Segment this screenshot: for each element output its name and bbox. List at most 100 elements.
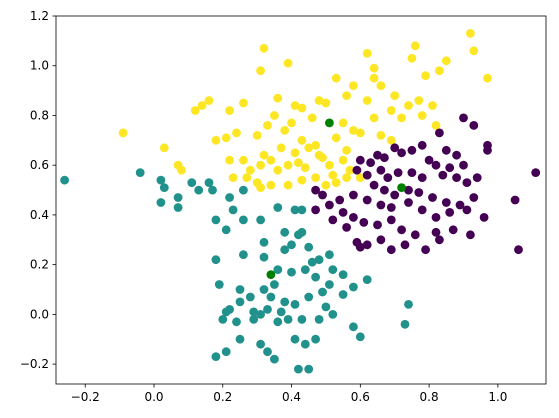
scatter-point bbox=[380, 185, 389, 195]
scatter-point bbox=[452, 150, 461, 160]
scatter-point bbox=[259, 43, 269, 53]
scatter-point bbox=[159, 183, 169, 193]
scatter-point bbox=[462, 205, 472, 215]
scatter-point bbox=[156, 198, 166, 207]
x-tick-label: 0.4 bbox=[282, 390, 301, 404]
scatter-point bbox=[273, 265, 283, 274]
scatter-point bbox=[252, 131, 262, 140]
scatter-point bbox=[290, 300, 300, 309]
scatter-point bbox=[407, 53, 417, 63]
scatter-point bbox=[355, 155, 365, 165]
scatter-point bbox=[335, 195, 345, 205]
scatter-point bbox=[342, 145, 351, 155]
scatter-point bbox=[239, 250, 248, 260]
scatter-point bbox=[242, 173, 252, 183]
scatter-point bbox=[531, 168, 541, 178]
scatter-point bbox=[345, 165, 355, 175]
x-tick-label: 0.8 bbox=[420, 390, 439, 404]
scatter-point bbox=[373, 220, 382, 230]
scatter-point bbox=[328, 170, 338, 180]
scatter-point bbox=[325, 250, 334, 260]
scatter-point bbox=[452, 173, 461, 183]
scatter-point bbox=[362, 96, 372, 105]
scatter-point bbox=[435, 128, 444, 138]
scatter-point bbox=[342, 223, 351, 232]
scatter-point bbox=[390, 91, 400, 100]
scatter-point bbox=[197, 101, 207, 110]
scatter-point bbox=[228, 173, 238, 183]
scatter-point bbox=[259, 150, 269, 160]
scatter-point bbox=[118, 128, 128, 138]
series-0 bbox=[118, 29, 492, 193]
scatter-point bbox=[349, 282, 358, 292]
scatter-point bbox=[376, 81, 386, 90]
scatter-point bbox=[187, 178, 197, 188]
scatter-point bbox=[235, 285, 245, 294]
scatter-point bbox=[300, 339, 310, 349]
y-tick-label: 0.2 bbox=[30, 258, 49, 272]
scatter-point bbox=[455, 200, 465, 210]
scatter-point bbox=[300, 163, 310, 173]
y-tick-label: 0.8 bbox=[30, 108, 49, 122]
scatter-point bbox=[297, 205, 307, 215]
scatter-point bbox=[211, 215, 221, 225]
scatter-point bbox=[211, 255, 221, 265]
scatter-point bbox=[366, 158, 375, 168]
scatter-point bbox=[218, 315, 228, 324]
scatter-point bbox=[297, 227, 307, 237]
scatter-point bbox=[369, 73, 379, 83]
scatter-point bbox=[338, 270, 348, 279]
scatter-point bbox=[314, 96, 324, 105]
scatter-point bbox=[321, 302, 331, 312]
scatter-point bbox=[280, 297, 290, 307]
scatter-point bbox=[300, 265, 310, 274]
scatter-point bbox=[338, 118, 348, 128]
scatter-point bbox=[510, 195, 520, 205]
scatter-point bbox=[259, 237, 269, 247]
scatter-point bbox=[177, 165, 186, 175]
scatter-point bbox=[386, 215, 396, 225]
scatter-point bbox=[328, 265, 338, 274]
scatter-point bbox=[393, 168, 403, 178]
scatter-point bbox=[469, 121, 479, 130]
scatter-point bbox=[232, 128, 241, 138]
scatter-point bbox=[362, 240, 372, 250]
scatter-point bbox=[221, 133, 231, 143]
scatter-point bbox=[331, 73, 341, 83]
scatter-point bbox=[239, 185, 248, 195]
scatter-point bbox=[483, 73, 492, 83]
scatter-point bbox=[276, 307, 286, 317]
scatter-point bbox=[445, 208, 455, 217]
scatter-point bbox=[304, 292, 314, 302]
scatter-point bbox=[156, 175, 166, 185]
scatter-point bbox=[479, 213, 489, 222]
scatter-point bbox=[410, 41, 420, 51]
scatter-point bbox=[318, 190, 327, 200]
scatter-point bbox=[400, 319, 410, 329]
scatter-point bbox=[211, 135, 221, 145]
scatter-point bbox=[483, 145, 492, 155]
scatter-point bbox=[407, 168, 417, 178]
scatter-point bbox=[355, 332, 365, 342]
scatter-point bbox=[239, 215, 248, 225]
scatter-point bbox=[386, 135, 396, 145]
scatter-point bbox=[421, 245, 430, 255]
scatter-point bbox=[225, 106, 235, 115]
scatter-point bbox=[290, 101, 300, 110]
points-layer bbox=[60, 29, 541, 374]
centroid-point bbox=[397, 183, 406, 193]
scatter-point bbox=[259, 285, 269, 294]
scatter-point bbox=[221, 225, 231, 235]
scatter-point bbox=[417, 205, 427, 215]
scatter-point bbox=[373, 150, 382, 160]
scatter-point bbox=[376, 200, 386, 210]
scatter-point bbox=[369, 113, 379, 123]
scatter-point bbox=[376, 235, 386, 245]
scatter-point bbox=[263, 347, 272, 357]
scatter-point bbox=[221, 307, 231, 317]
scatter-point bbox=[428, 193, 437, 202]
scatter-point bbox=[273, 93, 283, 103]
scatter-point bbox=[469, 193, 479, 202]
scatter-point bbox=[318, 287, 327, 297]
